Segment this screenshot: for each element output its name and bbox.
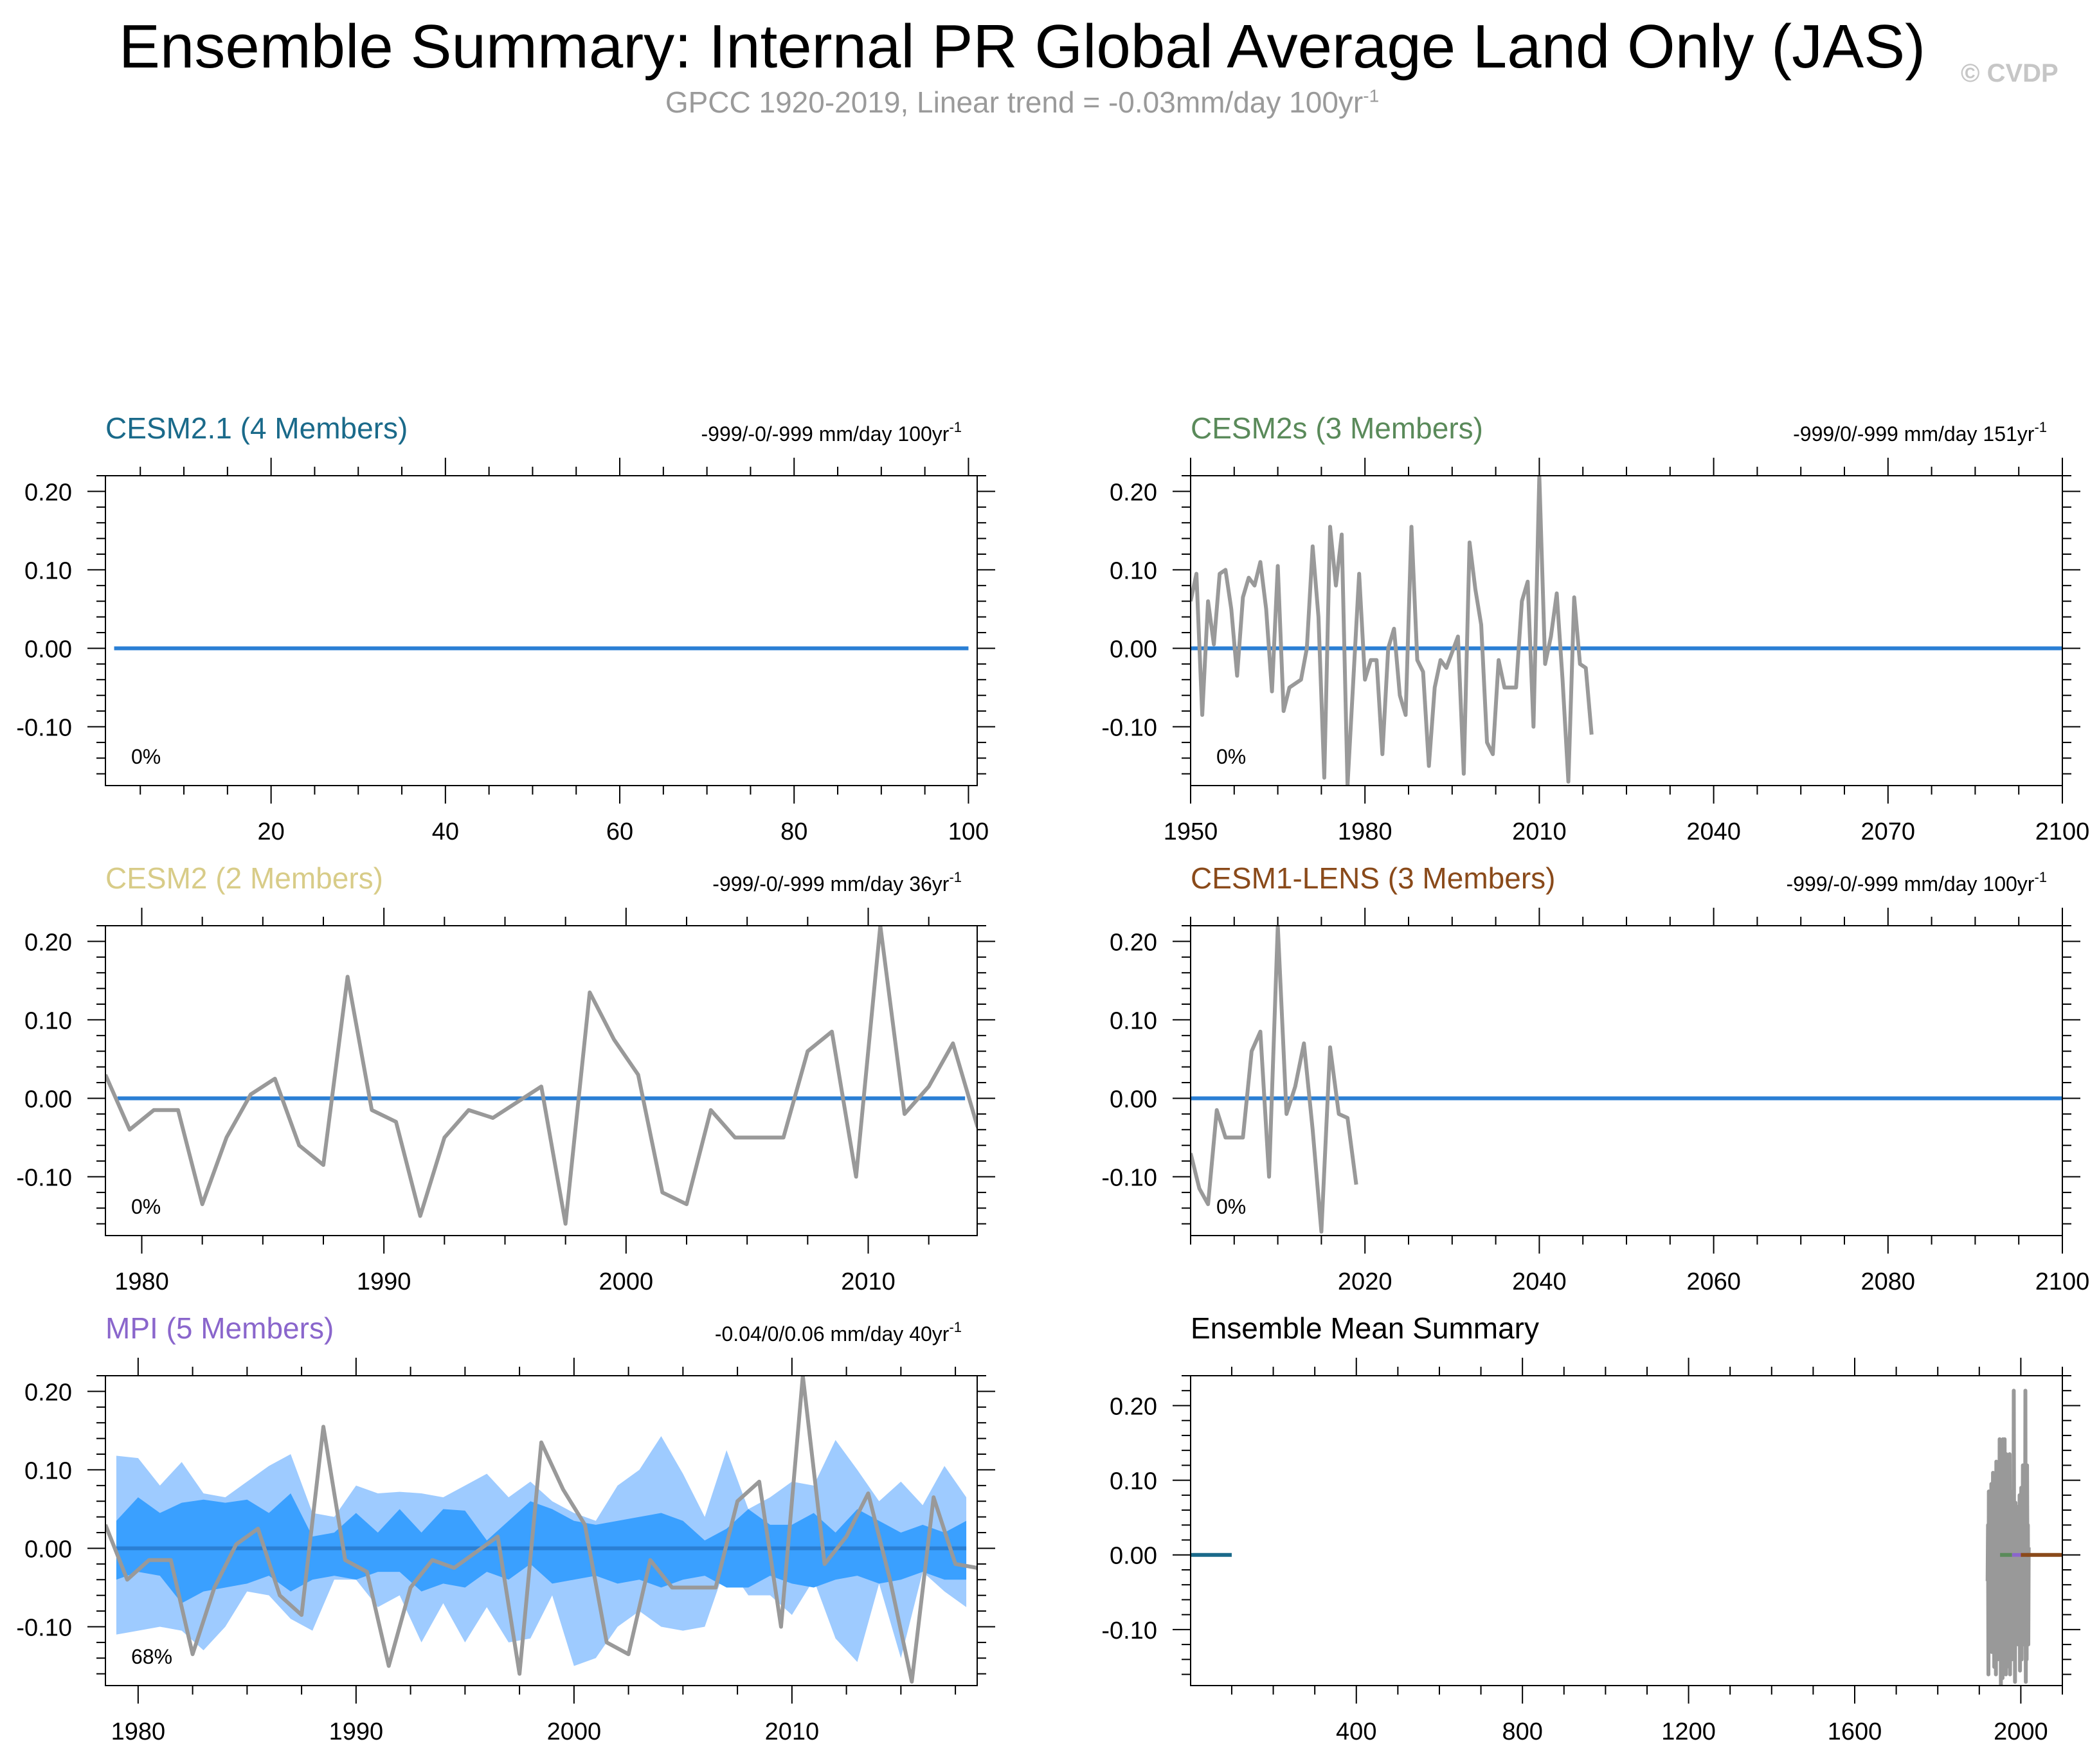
x-tick-label: 100	[948, 818, 989, 845]
x-tick-label: 1980	[114, 1268, 169, 1295]
observed-line	[1191, 926, 1358, 1234]
x-tick-label: 1950	[1164, 818, 1218, 845]
x-tick-label: 2060	[1686, 1268, 1741, 1295]
plot-frame	[1190, 1375, 2063, 1686]
y-tick-label: 0.10	[1110, 1007, 1157, 1034]
panel-3: 0.20 0.10 0.00 -0.10 1980 1990 2000 2010 CESM2 (…	[16, 861, 995, 1295]
x-tick-label: 1990	[357, 1268, 411, 1295]
x-tick-label: 2010	[841, 1268, 896, 1295]
y-tick-label: 0.00	[1110, 636, 1157, 663]
y-tick-label: 0.20	[24, 1379, 72, 1406]
y-tick-label: -0.10	[1101, 1164, 1157, 1191]
panel-title: CESM2 (2 Members)	[105, 861, 383, 895]
y-tick-label: 0.10	[1110, 1468, 1157, 1495]
trend-label: -0.04/0/0.06 mm/day 40yr-1	[715, 1319, 962, 1346]
x-tick-label: 1980	[111, 1718, 166, 1745]
plot-frame	[1190, 925, 2063, 1236]
subtitle: GPCC 1920-2019, Linear trend = -0.03mm/d…	[0, 85, 2044, 120]
panel-1: 0.20 0.10 0.00 -0.10 20 40 60 80 100 CESM2.1 (4 M…	[16, 411, 995, 845]
x-tick-label: 2100	[2035, 818, 2090, 845]
observed-line	[1985, 1389, 2031, 1686]
percent-label: 0%	[131, 1195, 161, 1218]
y-tick-label: 0.00	[24, 1086, 72, 1113]
panel-4: 0.20 0.10 0.00 -0.10 2020 2040 2060 2080 2100 CES…	[1101, 861, 2089, 1295]
y-tick-label: 0.10	[1110, 557, 1157, 584]
panel-title: CESM1-LENS (3 Members)	[1191, 861, 1555, 895]
x-tick-label: 40	[432, 818, 459, 845]
x-tick-label: 2040	[1512, 1268, 1567, 1295]
percent-label: 0%	[1216, 745, 1246, 768]
trend-label: -999/0/-999 mm/day 151yr-1	[1793, 419, 2047, 446]
panel-2: 0.20 0.10 0.00 -0.10 1950 1980 2010 2040 2070 210…	[1101, 411, 2089, 845]
panel-6: 0.20 0.10 0.00 -0.10 400 800 1200 1600 2000 Ensem…	[1101, 1311, 2080, 1745]
observed-line	[105, 1376, 977, 1684]
percent-label: 68%	[131, 1645, 172, 1668]
x-tick-label: 2010	[765, 1718, 820, 1745]
subtitle-superscript: -1	[1363, 86, 1380, 106]
x-tick-label: 20	[257, 818, 284, 845]
x-tick-label: 1990	[329, 1718, 384, 1745]
subtitle-text: GPCC 1920-2019, Linear trend = -0.03mm/d…	[665, 86, 1364, 119]
x-tick-label: 80	[780, 818, 807, 845]
x-tick-label: 2010	[1512, 818, 1567, 845]
x-tick-label: 2020	[1338, 1268, 1392, 1295]
x-tick-label: 60	[606, 818, 633, 845]
x-tick-label: 2000	[1994, 1718, 2048, 1745]
y-tick-label: 0.20	[24, 929, 72, 956]
panel-title: CESM2s (3 Members)	[1191, 411, 1483, 445]
trend-label: -999/-0/-999 mm/day 100yr-1	[1786, 869, 2047, 896]
x-tick-label: 2000	[599, 1268, 654, 1295]
y-tick-label: 0.20	[1110, 479, 1157, 506]
y-tick-label: -0.10	[1101, 714, 1157, 741]
x-tick-label: 1980	[1338, 818, 1392, 845]
x-tick-label: 2040	[1686, 818, 1741, 845]
panel-5: 0.20 0.10 0.00 -0.10 1980 1990 2000 2010 MPI (5 …	[16, 1311, 995, 1745]
x-tick-label: 1600	[1828, 1718, 1882, 1745]
credit-watermark: © CVDP	[1961, 59, 2058, 87]
trend-label: -999/-0/-999 mm/day 36yr-1	[712, 869, 962, 896]
observed-line	[105, 926, 977, 1226]
y-tick-label: 0.00	[1110, 1086, 1157, 1113]
y-tick-label: 0.10	[24, 1007, 72, 1034]
percent-label: 0%	[1216, 1195, 1246, 1218]
y-tick-label: -0.10	[1101, 1617, 1157, 1644]
panel-title: MPI (5 Members)	[105, 1311, 334, 1345]
y-tick-label: 0.00	[24, 636, 72, 663]
y-tick-label: -0.10	[16, 1614, 72, 1641]
trend-label: -999/-0/-999 mm/day 100yr-1	[701, 419, 962, 446]
y-tick-label: 0.00	[1110, 1543, 1157, 1570]
x-tick-label: 2080	[1861, 1268, 1916, 1295]
y-tick-label: 0.20	[1110, 1393, 1157, 1420]
x-tick-label: 800	[1502, 1718, 1542, 1745]
y-tick-label: -0.10	[16, 1164, 72, 1191]
x-tick-label: 400	[1336, 1718, 1376, 1745]
plot-frame	[105, 925, 978, 1236]
x-tick-label: 2070	[1861, 818, 1916, 845]
main-title: Ensemble Summary: Internal PR Global Ave…	[118, 12, 1926, 81]
y-tick-label: 0.20	[1110, 929, 1157, 956]
x-tick-label: 2000	[547, 1718, 602, 1745]
x-tick-label: 2100	[2035, 1268, 2090, 1295]
plot-frame	[105, 1375, 978, 1686]
y-tick-label: -0.10	[16, 714, 72, 741]
percent-label: 0%	[131, 745, 161, 768]
y-tick-label: 0.00	[24, 1536, 72, 1563]
observed-line	[1191, 476, 1594, 786]
plot-frame	[105, 475, 978, 786]
y-tick-label: 0.10	[24, 1457, 72, 1484]
y-tick-label: 0.20	[24, 479, 72, 506]
panel-title: Ensemble Mean Summary	[1191, 1311, 1539, 1345]
x-tick-label: 1200	[1661, 1718, 1716, 1745]
y-tick-label: 0.10	[24, 557, 72, 584]
panel-title: CESM2.1 (4 Members)	[105, 411, 408, 445]
